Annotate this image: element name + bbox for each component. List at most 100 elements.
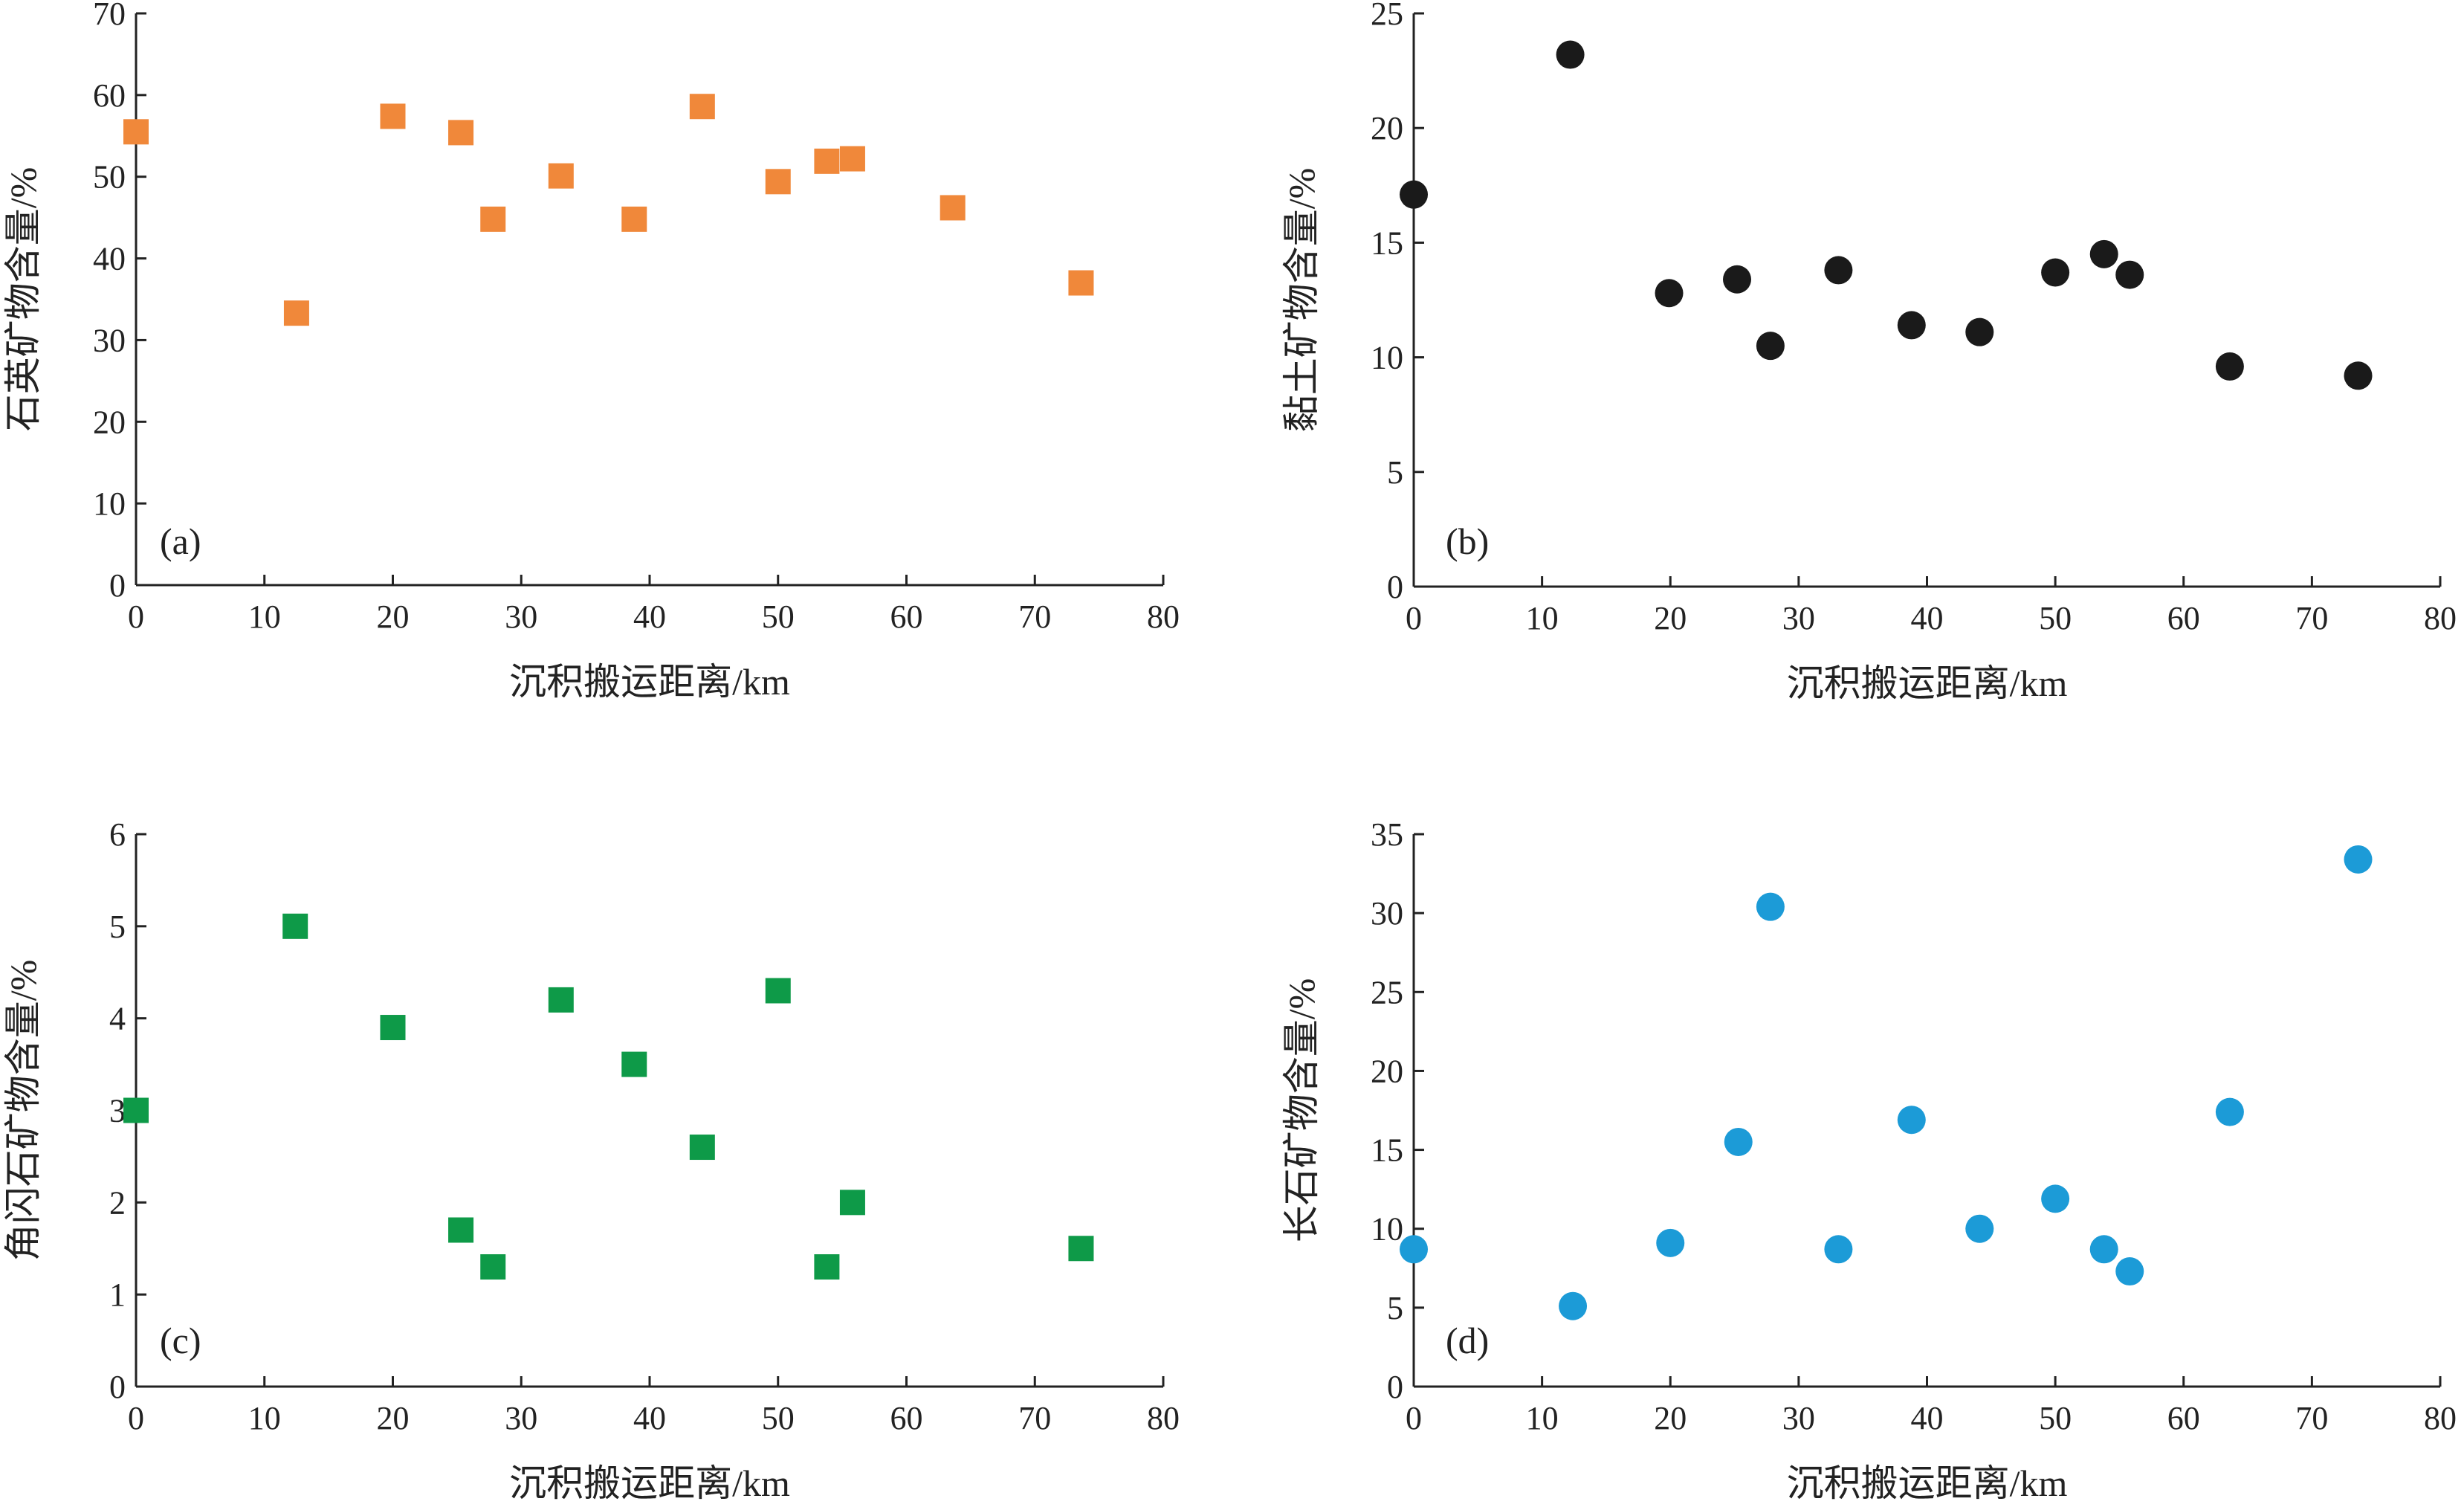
data-point: [621, 206, 647, 232]
x-tick-label: 20: [1654, 1400, 1687, 1436]
x-tick-label: 80: [2424, 600, 2457, 636]
data-point: [2344, 845, 2373, 874]
y-tick-label: 50: [93, 159, 126, 196]
y-tick-label: 0: [109, 1369, 126, 1405]
data-point: [765, 978, 791, 1004]
x-tick-label: 60: [890, 1400, 923, 1436]
x-tick-label: 0: [1406, 600, 1422, 636]
x-tick-label: 20: [1654, 600, 1687, 636]
y-tick-label: 5: [109, 909, 126, 945]
data-point: [1897, 311, 1926, 340]
x-tick-label: 70: [1018, 598, 1051, 635]
data-point: [1400, 180, 1428, 209]
x-tick-label: 80: [1147, 598, 1180, 635]
x-axis-title: 沉积搬运距离/km: [1787, 1462, 2068, 1504]
x-tick-label: 50: [2039, 600, 2072, 636]
y-axis-title: 石英矿物含量/%: [2, 167, 44, 432]
data-point: [2089, 239, 2118, 268]
data-point: [1723, 265, 1752, 294]
data-point: [2041, 1184, 2070, 1213]
y-tick-label: 10: [1371, 340, 1403, 376]
x-tick-label: 40: [633, 598, 666, 635]
y-tick-label: 15: [1371, 1132, 1403, 1169]
y-tick-label: 1: [109, 1277, 126, 1313]
x-axis-title: 沉积搬运距离/km: [509, 661, 790, 703]
data-point: [1724, 1127, 1753, 1156]
data-point: [2115, 1257, 2144, 1286]
panel-label: (a): [160, 520, 201, 562]
y-axis-title: 角闪石矿物含量/%: [2, 960, 44, 1262]
data-point: [448, 1217, 474, 1243]
y-tick-label: 5: [1387, 454, 1403, 491]
data-point: [1068, 270, 1094, 296]
data-point: [123, 1097, 149, 1123]
data-point: [1556, 40, 1585, 69]
y-axis-title: 长石矿物含量/%: [1281, 978, 1322, 1243]
data-point: [1824, 1235, 1853, 1264]
x-tick-label: 30: [505, 598, 537, 635]
data-point: [380, 103, 406, 129]
data-point: [689, 1135, 715, 1161]
data-point: [940, 195, 966, 221]
data-point: [839, 1190, 865, 1216]
x-tick-label: 10: [1526, 600, 1559, 636]
y-tick-label: 4: [109, 1001, 126, 1037]
x-tick-label: 60: [2167, 1400, 2200, 1436]
x-tick-label: 10: [248, 598, 281, 635]
data-point: [2215, 352, 2244, 381]
y-tick-label: 30: [93, 322, 126, 358]
data-point: [621, 1051, 647, 1077]
data-point: [1965, 317, 1994, 346]
data-point: [1897, 1106, 1926, 1135]
data-point: [480, 1254, 506, 1280]
y-tick-label: 3: [109, 1093, 126, 1129]
data-point: [380, 1015, 406, 1041]
data-point: [814, 1254, 840, 1280]
x-tick-label: 20: [377, 1400, 410, 1436]
x-tick-label: 10: [248, 1400, 281, 1436]
panel-label: (d): [1446, 1320, 1489, 1361]
data-point: [814, 148, 840, 174]
x-tick-label: 60: [890, 598, 923, 635]
data-point: [282, 913, 308, 939]
y-tick-label: 35: [1371, 816, 1403, 853]
x-tick-label: 30: [1782, 1400, 1815, 1436]
x-tick-label: 0: [128, 598, 144, 635]
y-tick-label: 10: [93, 485, 126, 522]
y-tick-label: 60: [93, 77, 126, 114]
x-tick-label: 40: [633, 1400, 666, 1436]
y-tick-label: 40: [93, 241, 126, 277]
data-point: [123, 119, 149, 145]
x-tick-label: 20: [377, 598, 410, 635]
data-point: [2115, 260, 2144, 289]
y-axis-title: 黏土矿物含量/%: [1281, 168, 1322, 433]
y-tick-label: 70: [93, 0, 126, 32]
x-tick-label: 10: [1526, 1400, 1559, 1436]
y-tick-label: 20: [1371, 110, 1403, 146]
x-tick-label: 40: [1911, 1400, 1944, 1436]
x-tick-label: 70: [2295, 600, 2328, 636]
x-tick-label: 40: [1911, 600, 1944, 636]
x-tick-label: 0: [1406, 1400, 1422, 1436]
y-tick-label: 2: [109, 1184, 126, 1221]
x-axis-title: 沉积搬运距离/km: [1787, 662, 2068, 704]
data-point: [2041, 258, 2070, 287]
x-tick-label: 70: [1018, 1400, 1051, 1436]
x-tick-label: 50: [762, 1400, 795, 1436]
x-tick-label: 50: [762, 598, 795, 635]
data-point: [1559, 1291, 1588, 1320]
data-point: [839, 146, 865, 172]
x-tick-label: 80: [2424, 1400, 2457, 1436]
y-tick-label: 20: [93, 404, 126, 440]
y-tick-label: 0: [1387, 1369, 1403, 1405]
data-point: [1965, 1214, 1994, 1243]
data-point: [689, 94, 715, 120]
data-point: [765, 169, 791, 195]
data-point: [1655, 279, 1684, 308]
data-point: [2215, 1097, 2244, 1126]
data-point: [548, 163, 574, 189]
x-tick-label: 0: [128, 1400, 144, 1436]
data-point: [2089, 1235, 2118, 1264]
data-point: [1756, 332, 1785, 361]
